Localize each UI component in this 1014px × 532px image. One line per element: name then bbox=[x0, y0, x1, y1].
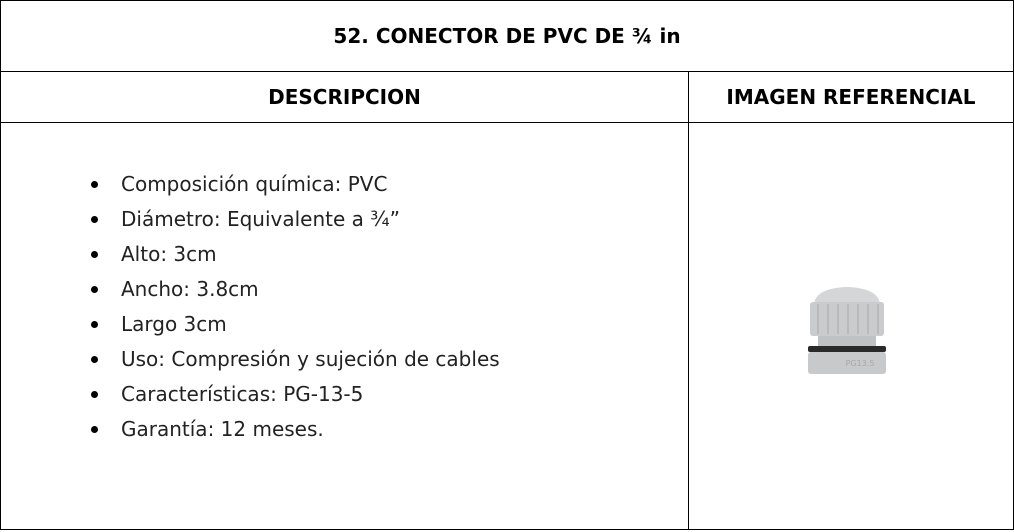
list-item: Largo 3cm bbox=[91, 307, 581, 342]
list-item: Características: PG-13-5 bbox=[91, 377, 581, 412]
product-image: PG13.5 bbox=[808, 287, 886, 374]
list-item: Garantía: 12 meses. bbox=[91, 412, 581, 447]
table-title: 52. CONECTOR DE PVC DE ¾ in bbox=[0, 0, 1014, 72]
list-item: Uso: Compresión y sujeción de cables bbox=[91, 342, 581, 377]
header-cell: DESCRIPCION bbox=[0, 71, 689, 123]
item-list: Composición química: PVC Diámetro: Equiva… bbox=[91, 167, 581, 447]
image-label: PG13.5 bbox=[846, 359, 875, 368]
header-cell: IMAGEN REFERENCIAL bbox=[688, 71, 1014, 123]
list-item: Ancho: 3.8cm bbox=[91, 272, 581, 307]
list-item: Alto: 3cm bbox=[91, 237, 581, 272]
list-item: Composición química: PVC bbox=[91, 167, 581, 202]
description-cell: Composición química: PVC Diámetro: Equiva… bbox=[0, 122, 689, 530]
image-cell: PG13.5 bbox=[688, 122, 1014, 530]
list-item: Diámetro: Equivalente a ¾” bbox=[91, 202, 581, 237]
